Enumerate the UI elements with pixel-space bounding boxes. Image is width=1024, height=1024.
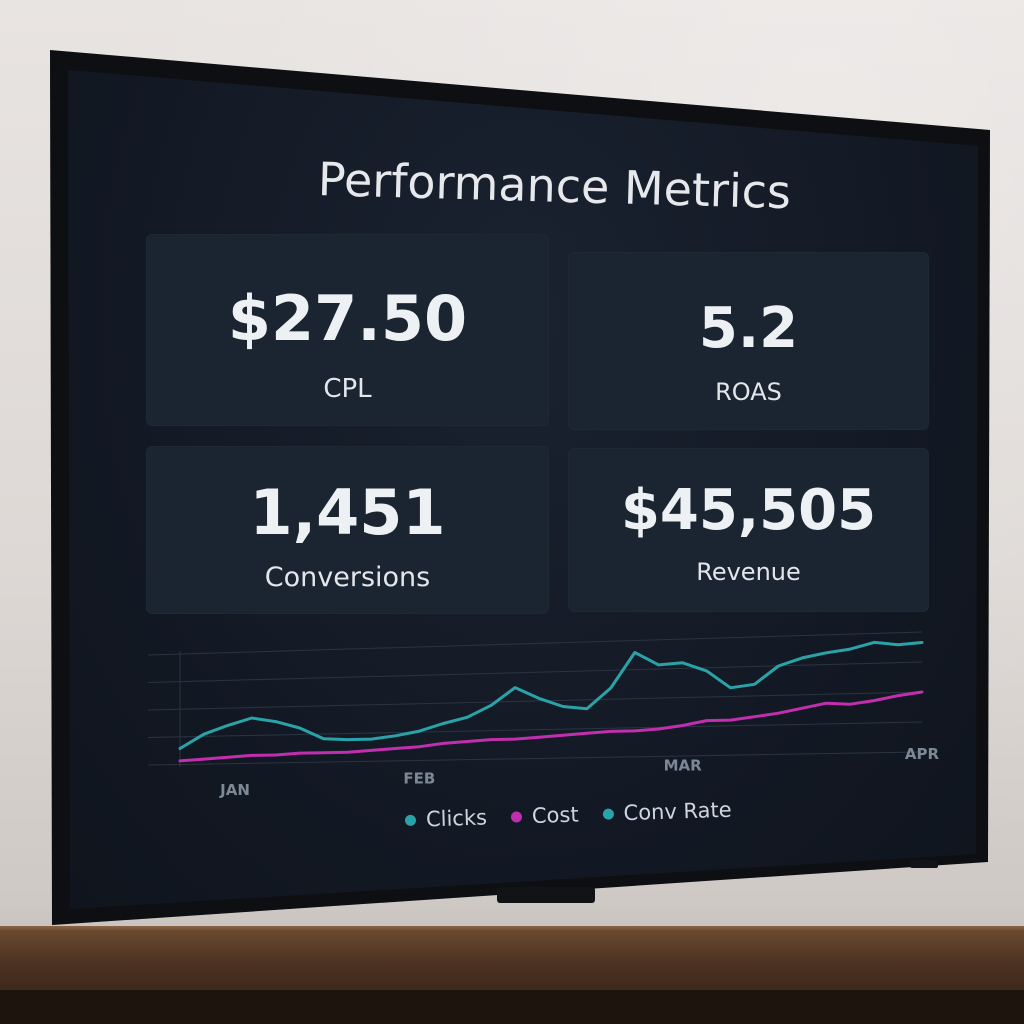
metric-value-cpl: $27.50	[227, 282, 468, 355]
metric-label-cpl: CPL	[323, 374, 372, 404]
metric-value-revenue: $45,505	[620, 478, 877, 543]
metric-card-roas[interactable]: 5.2 ROAS	[568, 252, 929, 430]
metric-label-conversions: Conversions	[264, 562, 431, 593]
legend-item-cost[interactable]: Cost	[510, 802, 579, 829]
legend-dot-conv-rate	[602, 807, 614, 820]
legend-label-conv-rate: Conv Rate	[623, 797, 732, 826]
metric-value-roas: 5.2	[698, 296, 799, 361]
metric-card-cpl[interactable]: $27.50 CPL	[146, 234, 549, 426]
metric-card-conversions[interactable]: 1,451 Conversions	[146, 446, 549, 614]
tv-stand	[497, 887, 595, 903]
metric-label-roas: ROAS	[715, 378, 782, 406]
legend-item-conv-rate[interactable]: Conv Rate	[602, 798, 732, 826]
legend-label-clicks: Clicks	[425, 805, 488, 832]
metric-value-conversions: 1,451	[249, 476, 446, 549]
tv-foot	[910, 860, 938, 868]
legend-dot-clicks	[404, 814, 417, 826]
legend-item-clicks[interactable]: Clicks	[404, 805, 488, 832]
metric-card-revenue[interactable]: $45,505 Revenue	[568, 448, 929, 612]
metric-label-revenue: Revenue	[696, 558, 801, 586]
shelf-shadow	[0, 990, 1024, 1024]
legend-dot-cost	[510, 810, 523, 823]
legend-label-cost: Cost	[531, 802, 579, 829]
